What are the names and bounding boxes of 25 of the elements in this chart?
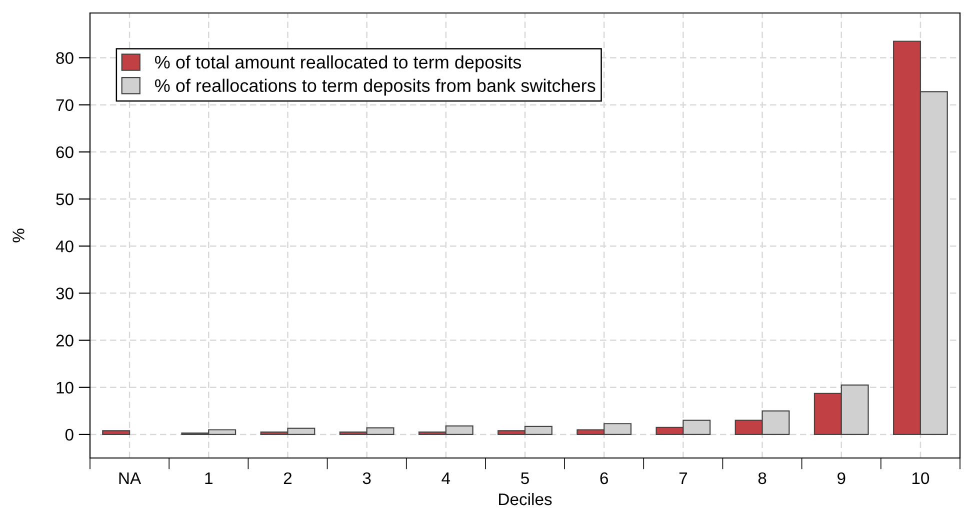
x-tick-label: 9: [838, 472, 846, 484]
x-tick-label: 10: [912, 472, 930, 484]
x-tick-label: 6: [600, 472, 608, 484]
y-tick-label: 80: [56, 52, 74, 64]
legend-label: % of reallocations to term deposits from bank switchers: [154, 78, 596, 96]
x-tick-label: 3: [362, 472, 371, 484]
y-tick-label: 10: [56, 382, 74, 394]
x-axis-title: Deciles: [499, 492, 552, 506]
x-tick-label: 7: [679, 472, 687, 484]
x-tick-label: 1: [205, 472, 212, 484]
x-tick-label: 5: [521, 472, 529, 484]
y-tick-label: 60: [56, 146, 74, 158]
y-tick-label: 30: [56, 288, 74, 300]
x-tick-label: 2: [284, 472, 292, 484]
bar: [102, 430, 130, 436]
y-tick-label: 0: [65, 428, 74, 441]
x-tick-label: 8: [758, 472, 766, 484]
y-axis-title: %: [12, 228, 24, 242]
x-tick-label: NA: [119, 472, 142, 484]
y-tick-label: 20: [56, 334, 74, 346]
y-tick-label: 40: [56, 240, 74, 252]
x-tick-label: 4: [442, 472, 450, 484]
legend-label: % of total amount reallocated to term deposits: [154, 55, 522, 72]
y-tick-label: 50: [56, 193, 74, 206]
y-tick-label: 70: [56, 99, 74, 112]
